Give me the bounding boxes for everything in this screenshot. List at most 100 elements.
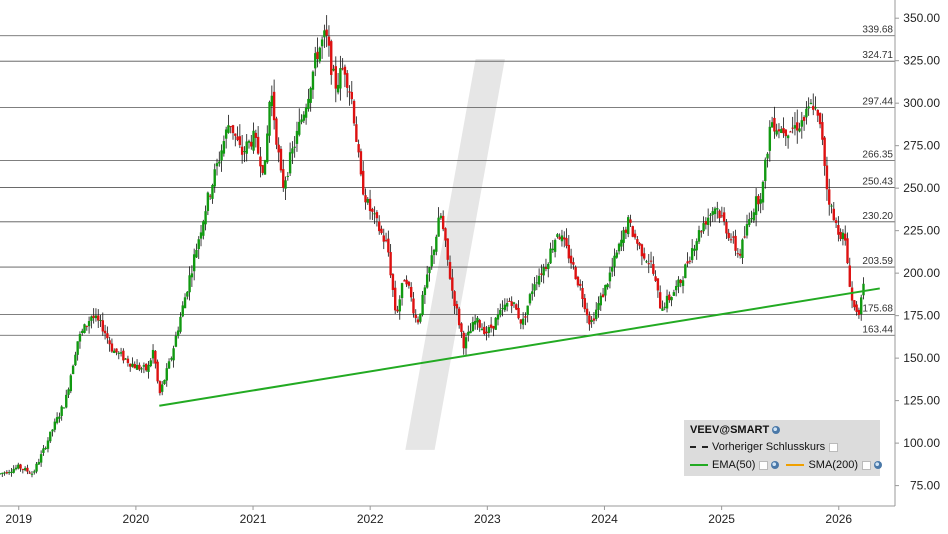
candle-body [311,71,315,90]
ema-swatch [690,464,708,467]
candle-body [752,212,756,221]
candle-body [275,118,278,145]
candle-body [720,215,724,217]
candle-body [805,108,808,118]
candle-body [622,230,625,243]
candle-body [430,255,433,267]
x-tick-label: 2024 [591,512,618,526]
candle-body [113,350,116,353]
legend-row-previous-close: Vorheriger Schlusskurs [690,440,839,454]
candle-body [617,243,621,252]
candle-body [405,279,408,285]
candle-body [620,239,623,247]
sma-settings-icon[interactable] [874,461,882,470]
candle-body [167,361,171,369]
candle-body [65,394,68,408]
candle-body [853,300,856,308]
candle-body [403,280,406,282]
candle-body [469,330,472,334]
candle-body [334,66,338,89]
candle-body [247,140,251,143]
watermark-logo [405,58,505,450]
candle-body [604,284,607,296]
candle-body [288,152,292,174]
candle-body [284,180,287,189]
legend-title: VEEV@SMART [690,424,781,436]
candle-body [745,224,749,236]
candle-body [750,218,753,220]
candle-body [67,389,70,395]
candle-body [515,304,518,310]
horizontal-levels: 339.68 324.71 297.44 266.35 250.43 230.20 203.… [0,25,895,336]
candle-body [218,161,221,164]
candle-body [391,274,395,290]
candle-body [371,208,374,212]
candle-body [156,361,159,382]
candle-body [830,205,833,207]
candle-body [636,239,639,244]
candle-body [58,416,61,419]
candle-body [556,234,559,237]
candle-body [505,303,509,307]
candle-body [263,159,267,175]
candle-body [693,248,696,251]
candle-body [460,323,463,333]
candle-body [341,68,344,70]
candle-body [599,295,602,306]
candle-body [133,364,136,369]
candle-body [412,298,415,314]
candle-body [293,146,296,148]
y-tick-label: 175.00 [903,309,940,323]
candle-body [652,264,655,274]
candle-body [544,267,548,269]
candle-body [611,266,614,272]
candle-body [396,309,399,312]
previous-close-checkbox[interactable] [829,442,839,452]
candle-body [457,308,461,326]
candle-body [12,469,15,473]
settings-icon[interactable] [772,426,781,435]
candle-body [645,261,648,263]
candle-body [766,153,769,159]
sma-checkbox[interactable] [862,460,871,470]
candle-body [764,159,767,182]
candle-body [848,265,851,287]
candle-body [633,233,637,238]
candle-body [672,292,676,296]
candle-body [110,343,114,352]
candle-body [245,141,248,154]
candle-body [359,151,363,175]
ema-checkbox[interactable] [759,460,769,470]
candle-body [419,313,422,322]
candle-body [291,148,294,154]
candle-body [553,240,557,252]
candle-body [540,273,543,275]
candle-body [286,175,290,177]
candle-body [238,136,242,146]
candle-body [661,308,664,311]
candle-body [526,305,529,316]
ema-settings-icon[interactable] [771,461,780,470]
candle-body [521,318,525,325]
candle-body [775,130,778,135]
candle-body [709,214,712,216]
candle-body [234,133,237,136]
candle-body [706,217,710,225]
candle-body [352,100,356,124]
candle-body [626,217,630,235]
level-label: 339.68 [862,25,893,36]
candle-body [325,29,328,36]
candle-body [773,117,776,132]
candle-body [841,232,845,240]
candle-body [535,282,539,284]
candle-body [53,421,57,430]
legend: VEEV@SMART Vorheriger Schlusskurs EMA(50… [684,420,882,476]
x-tick-label: 2022 [357,512,384,526]
candle-body [665,295,669,309]
candle-body [768,126,772,151]
candle-body [384,239,388,241]
x-tick-label: 2026 [825,512,852,526]
candle-body [638,243,641,246]
candle-body [487,327,491,333]
candle-body [510,301,513,307]
